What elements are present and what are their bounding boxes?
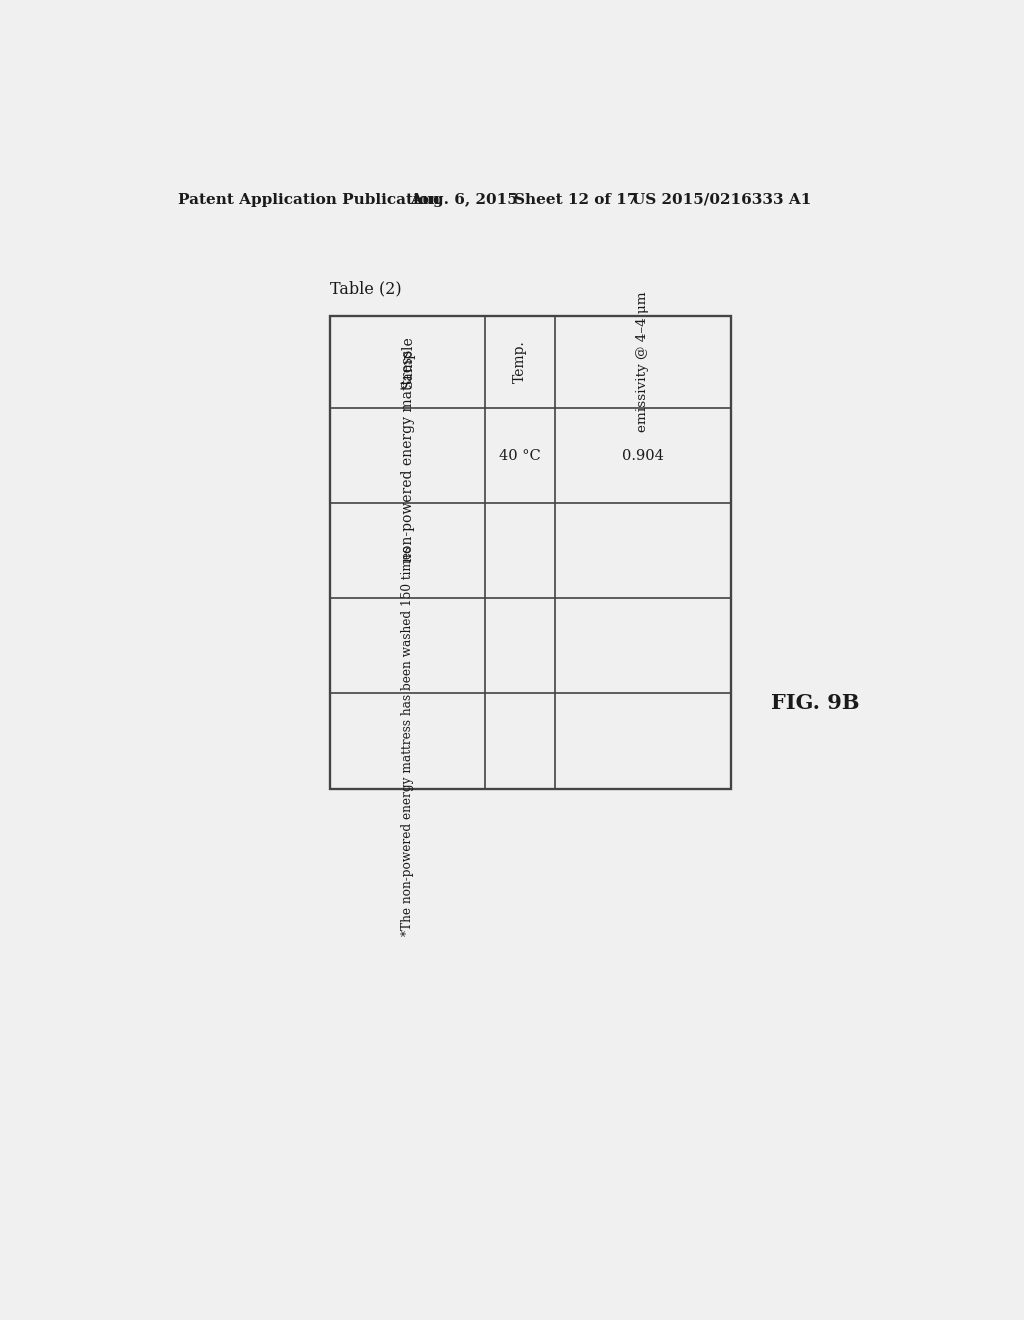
Text: Aug. 6, 2015: Aug. 6, 2015 [410,193,517,207]
Text: 0.904: 0.904 [622,449,664,463]
Text: Sample: Sample [400,335,415,388]
Bar [331,315,731,788]
Text: non-powered energy mattress: non-powered energy mattress [400,350,415,562]
Text: emissivity @ 4–4 μm: emissivity @ 4–4 μm [637,292,649,433]
Text: *The non-powered energy mattress has been washed 150 times: *The non-powered energy mattress has bee… [401,546,414,936]
Text: Patent Application Publication: Patent Application Publication [178,193,440,207]
Text: Table (2): Table (2) [331,281,402,297]
Text: US 2015/0216333 A1: US 2015/0216333 A1 [632,193,811,207]
Text: 40 °C: 40 °C [499,449,541,463]
Text: Temp.: Temp. [513,341,526,383]
Text: Sheet 12 of 17: Sheet 12 of 17 [514,193,638,207]
Text: FIG. 9B: FIG. 9B [771,693,859,714]
